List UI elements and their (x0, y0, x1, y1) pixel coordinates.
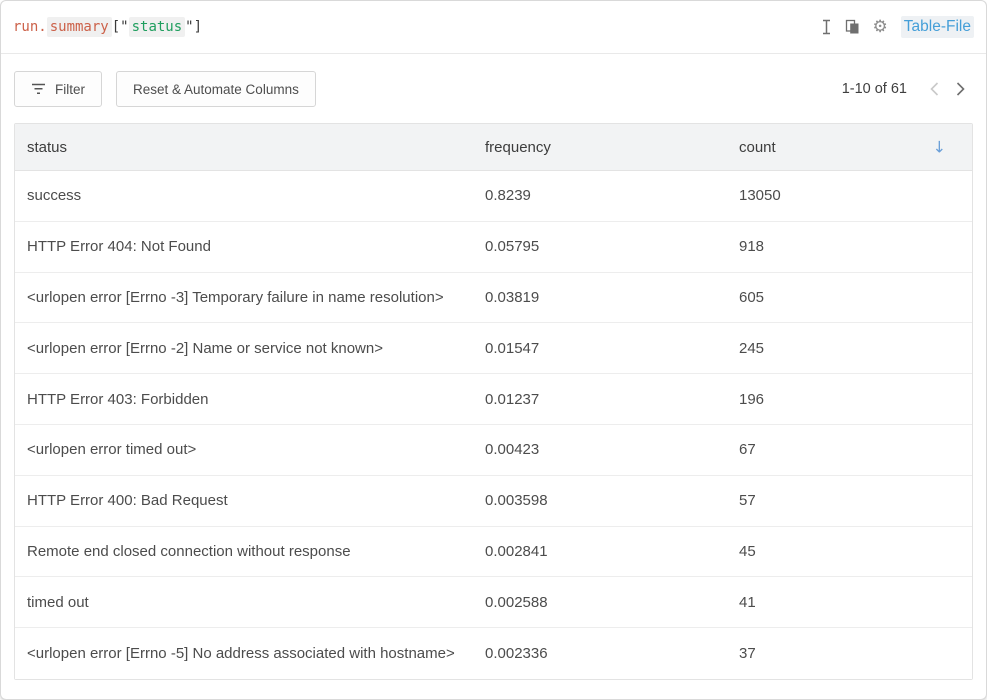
chevron-right-icon[interactable] (954, 80, 967, 98)
sort-descending-icon[interactable]: ↓ (932, 137, 946, 157)
table-header-row: status frequency count ↓ (15, 124, 972, 171)
filter-button-label: Filter (55, 81, 85, 97)
gear-icon[interactable]: ⚙ (872, 16, 888, 37)
cell-status: <urlopen error [Errno -3] Temporary fail… (27, 288, 444, 306)
cell-status: success (27, 187, 82, 205)
table-row: HTTP Error 404: Not Found 0.05795 918 (15, 221, 972, 273)
table-row: <urlopen error [Errno -3] Temporary fail… (15, 272, 972, 324)
table-row: HTTP Error 403: Forbidden 0.01237 196 (15, 374, 972, 425)
cell-count: 45 (739, 542, 756, 560)
code-token-close-bracket: "] (185, 19, 203, 35)
cell-count: 41 (739, 593, 756, 611)
data-table: status frequency count ↓ success 0.8239 … (14, 123, 973, 680)
table-row: <urlopen error timed out> 0.00423 67 (15, 424, 972, 476)
cell-status: Remote end closed connection without res… (27, 542, 351, 560)
expression-input[interactable]: run. summary [" status "] (13, 17, 203, 37)
expression-bar: run. summary [" status "] ⚙ Table-File (1, 1, 986, 54)
button-group: Filter Reset & Automate Columns (14, 71, 316, 107)
reset-automate-columns-button[interactable]: Reset & Automate Columns (116, 71, 316, 107)
code-token-status: status (128, 17, 186, 37)
cell-status: <urlopen error timed out> (27, 441, 197, 459)
cell-status: <urlopen error [Errno -2] Name or servic… (27, 339, 383, 357)
cell-count: 57 (739, 492, 756, 510)
cell-status: timed out (27, 593, 89, 611)
cell-count: 37 (739, 645, 756, 663)
text-cursor-icon[interactable] (821, 19, 832, 35)
pagination-range: 1-10 of 61 (841, 81, 907, 97)
cell-frequency: 0.01547 (485, 339, 540, 357)
cell-status: HTTP Error 404: Not Found (27, 238, 211, 256)
table-row: timed out 0.002588 41 (15, 577, 972, 629)
table-row: HTTP Error 400: Bad Request 0.003598 57 (15, 475, 972, 527)
copy-icon[interactable] (845, 19, 860, 35)
cell-frequency: 0.05795 (485, 238, 540, 256)
code-token-open-bracket: [" (111, 19, 129, 35)
cell-count: 245 (739, 339, 765, 357)
cell-count: 67 (739, 441, 756, 459)
cell-frequency: 0.01237 (485, 390, 540, 408)
table-body: success 0.8239 13050 HTTP Error 404: Not… (15, 171, 972, 679)
cell-count: 13050 (739, 187, 781, 205)
panel-type-link[interactable]: Table-File (900, 16, 974, 38)
cell-frequency: 0.8239 (485, 187, 531, 205)
cell-frequency: 0.003598 (485, 492, 548, 510)
code-token-run: run. (13, 19, 47, 35)
cell-frequency: 0.002336 (485, 645, 548, 663)
table-row: <urlopen error [Errno -2] Name or servic… (15, 323, 972, 375)
cell-frequency: 0.002841 (485, 542, 548, 560)
cell-frequency: 0.00423 (485, 441, 540, 459)
cell-status: HTTP Error 400: Bad Request (27, 492, 228, 510)
filter-icon (31, 83, 46, 95)
pagination: 1-10 of 61 (842, 80, 973, 98)
code-token-summary: summary (46, 17, 112, 37)
column-header-frequency[interactable]: frequency (485, 138, 551, 156)
cell-frequency: 0.03819 (485, 288, 540, 306)
column-header-count[interactable]: count (739, 138, 776, 156)
filter-button[interactable]: Filter (14, 71, 102, 107)
table-controls: Filter Reset & Automate Columns 1-10 of … (1, 54, 986, 123)
cell-count: 918 (739, 238, 765, 256)
cell-count: 196 (739, 390, 765, 408)
cell-frequency: 0.002588 (485, 593, 548, 611)
expression-actions: ⚙ Table-File (821, 16, 974, 38)
cell-status: HTTP Error 403: Forbidden (27, 390, 209, 408)
reset-automate-columns-label: Reset & Automate Columns (133, 81, 299, 97)
table-row: success 0.8239 13050 (15, 171, 972, 222)
chevron-left-icon[interactable] (928, 80, 941, 98)
table-row: Remote end closed connection without res… (15, 526, 972, 578)
column-header-status[interactable]: status (27, 138, 68, 156)
cell-count: 605 (739, 288, 765, 306)
table-row: <urlopen error [Errno -5] No address ass… (15, 628, 972, 679)
cell-status: <urlopen error [Errno -5] No address ass… (27, 645, 455, 663)
